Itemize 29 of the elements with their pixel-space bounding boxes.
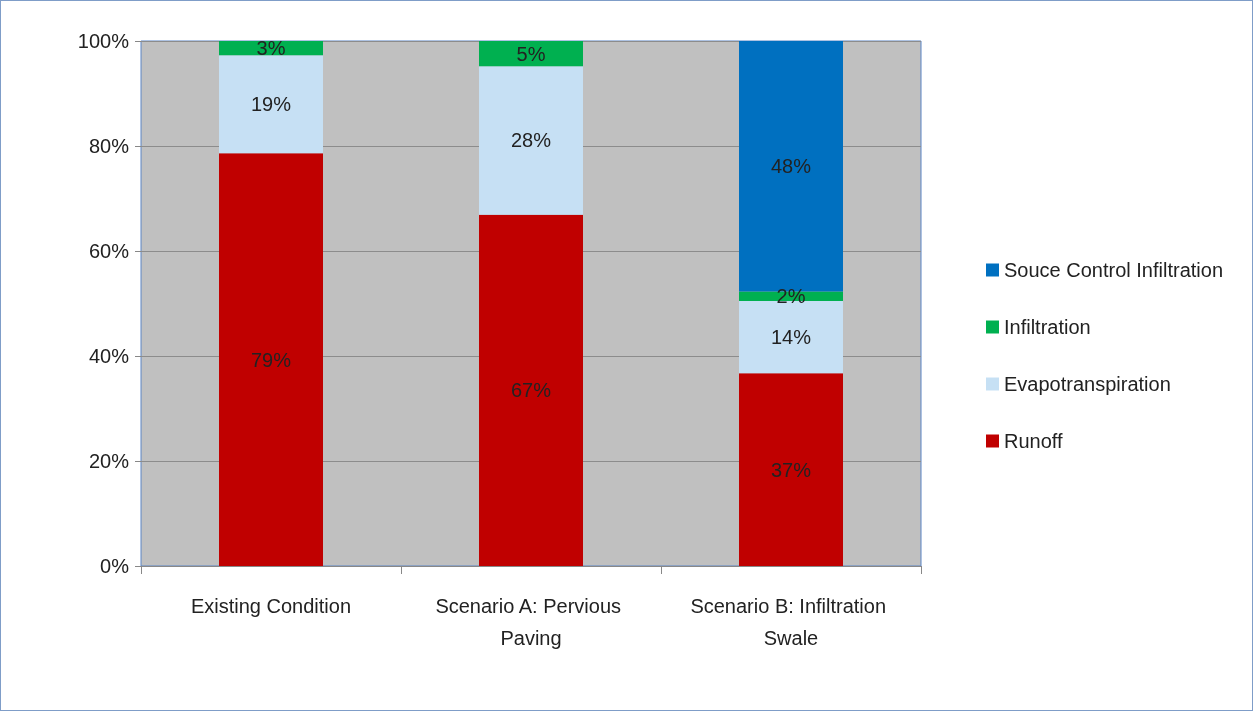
legend-label: Runoff	[1004, 430, 1063, 452]
y-tick-label: 80%	[88, 135, 130, 157]
data-label: 37%	[770, 458, 812, 481]
bar	[479, 214, 583, 566]
y-tick-label: 100%	[77, 30, 130, 52]
data-label: 14%	[770, 326, 812, 349]
y-tick-label: 40%	[88, 345, 130, 367]
bar	[479, 66, 583, 215]
bar	[219, 153, 323, 566]
y-tick-label: 0%	[100, 555, 130, 577]
data-label: 79%	[250, 348, 292, 371]
data-label: 67%	[510, 379, 552, 402]
bar	[739, 291, 843, 301]
y-tick-label: 20%	[88, 450, 130, 472]
x-tick-label: Existing Condition	[190, 595, 352, 617]
legend-label: Evapotranspiration	[1004, 373, 1171, 395]
y-tick-label: 60%	[88, 240, 130, 262]
data-label: 48%	[770, 155, 812, 178]
x-tick-label: Scenario A: Pervious Paving	[435, 595, 627, 649]
data-label: 3%	[256, 37, 286, 60]
bar	[479, 41, 583, 67]
data-label: 19%	[250, 93, 292, 116]
bar	[739, 373, 843, 566]
bar	[219, 55, 323, 154]
data-label: 28%	[510, 129, 552, 152]
x-tick-label: Scenario B: Infiltration Swale	[690, 595, 892, 649]
legend-label: Infiltration	[1004, 316, 1091, 338]
data-label: 5%	[516, 42, 546, 65]
legend-label: Souce Control Infiltration	[1004, 259, 1224, 281]
